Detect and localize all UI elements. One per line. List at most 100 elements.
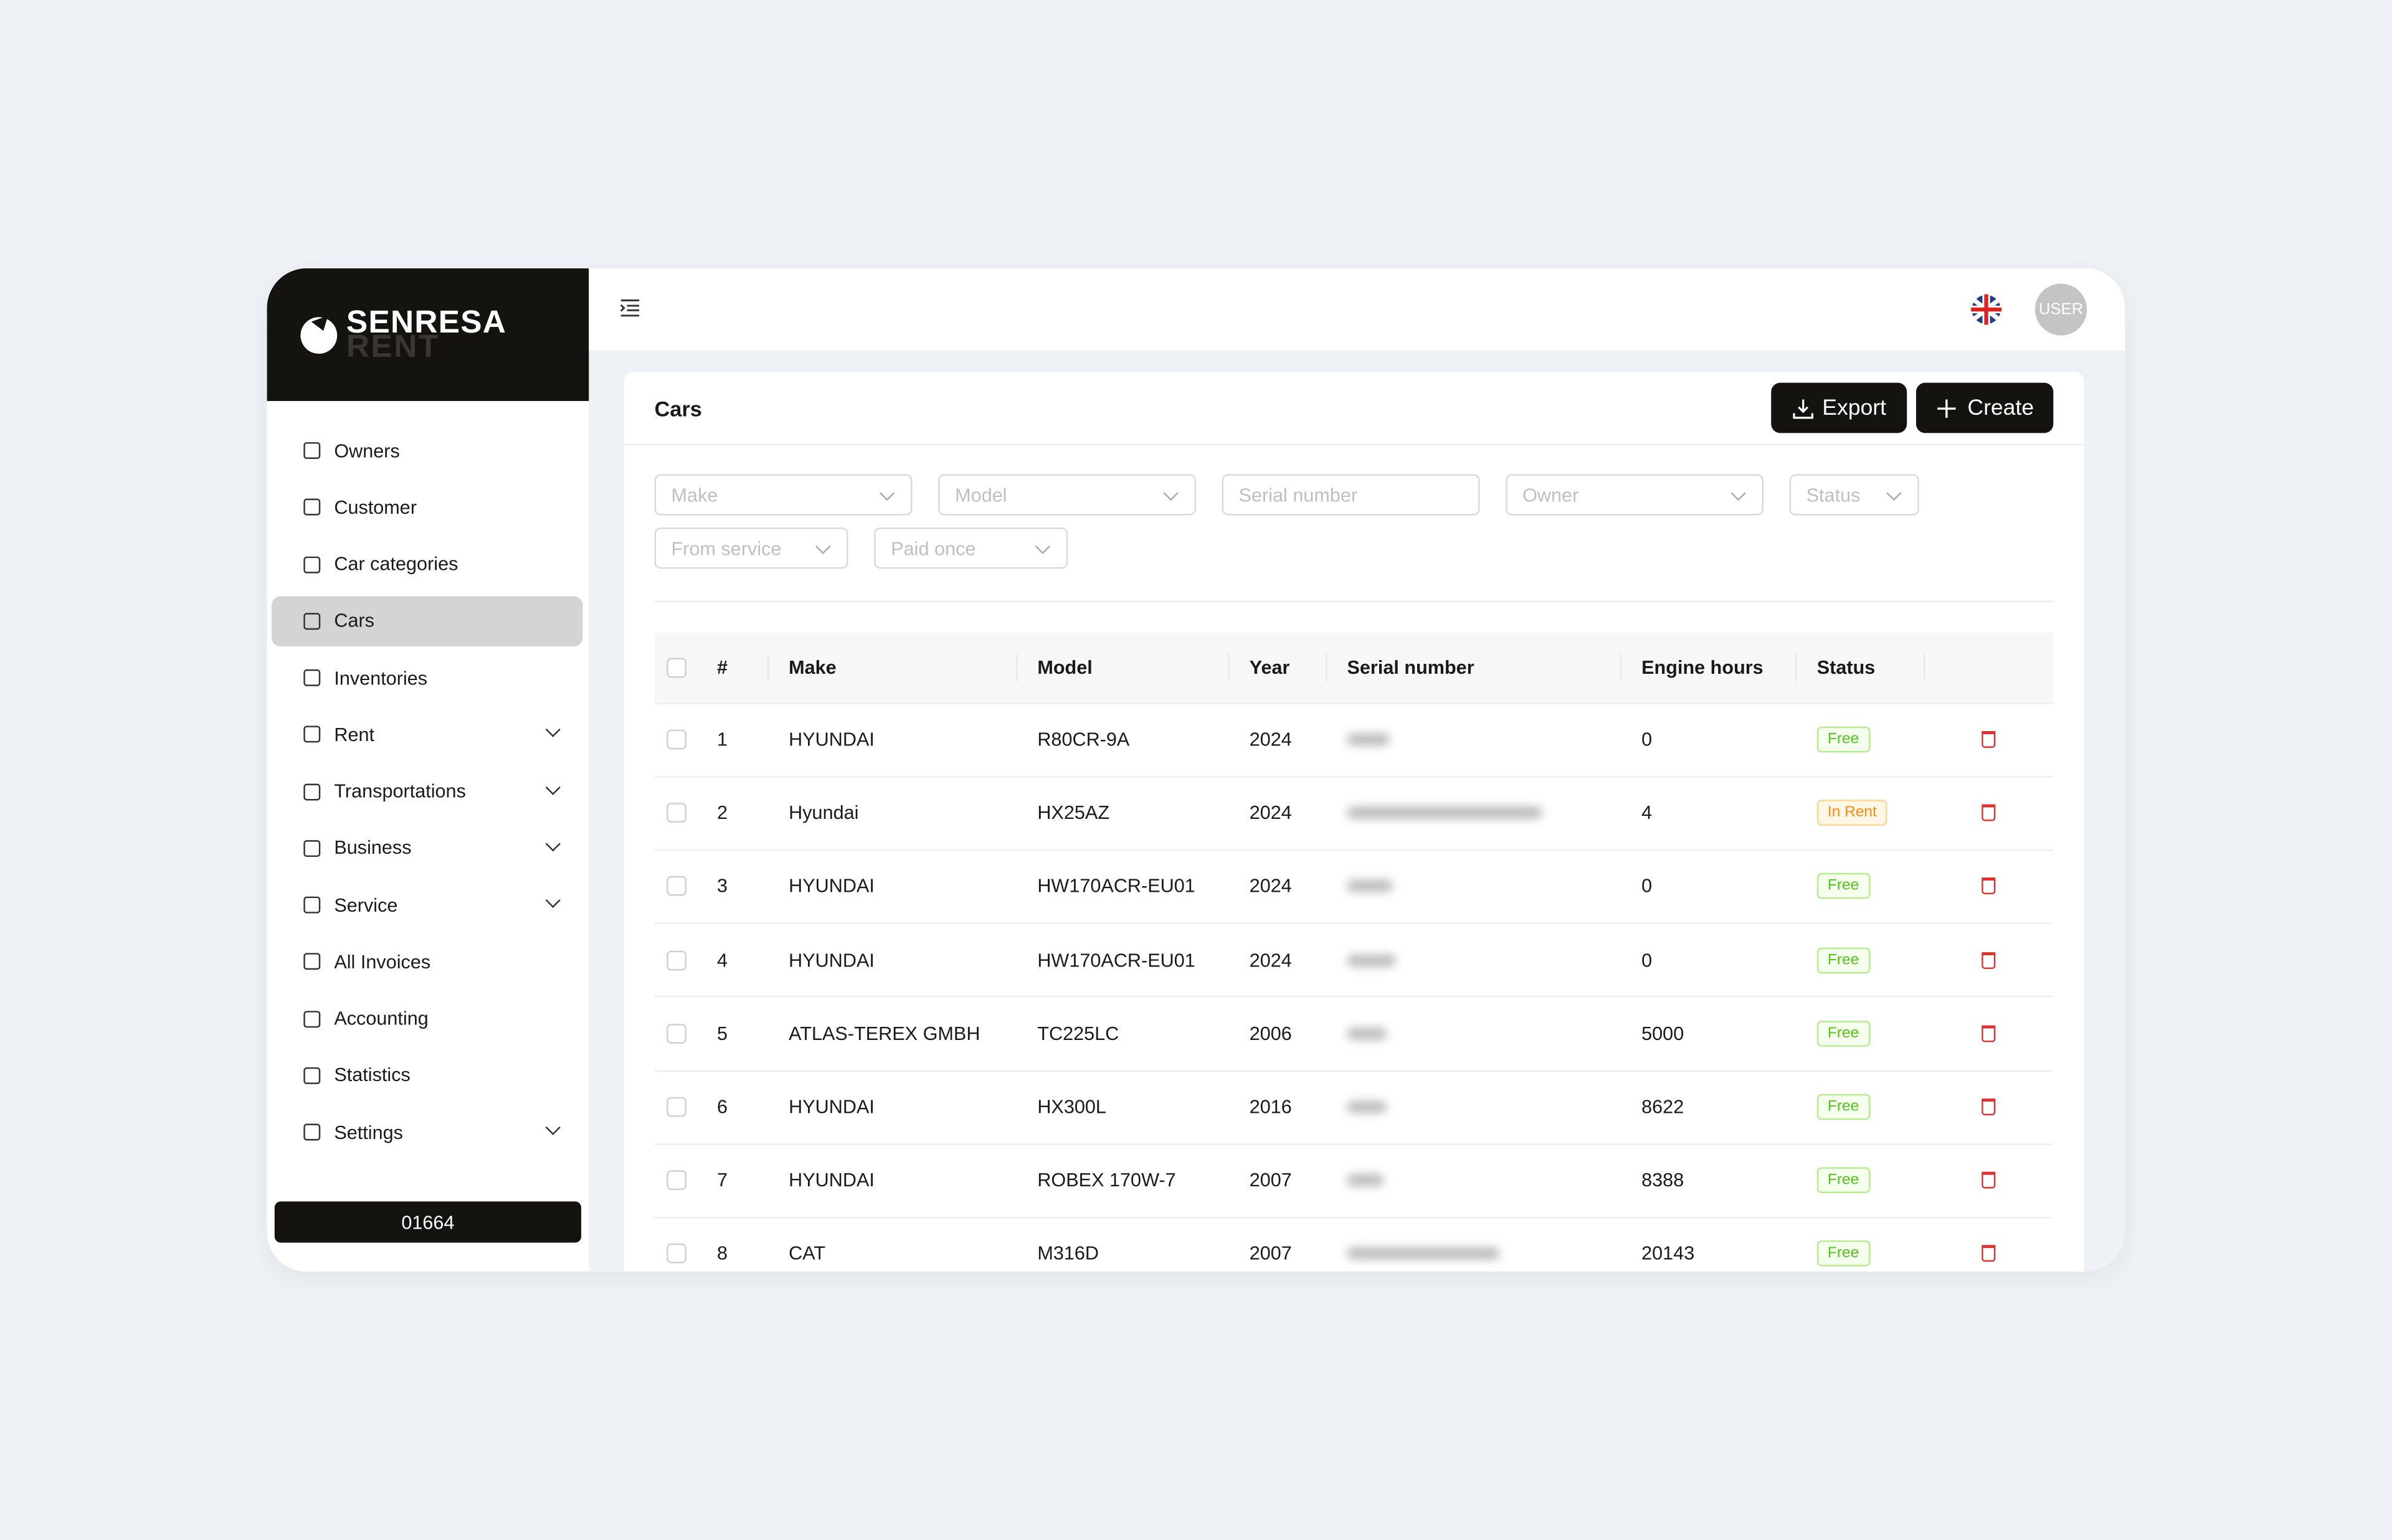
menu-item[interactable]: Owners [272,425,583,476]
status-tag: Free [1816,1167,1870,1194]
menu-item[interactable]: Service [272,880,583,930]
chevron [545,892,561,908]
delete-icon[interactable] [1981,1025,1996,1042]
menu-label: Owners [334,440,400,461]
delete-icon[interactable] [1981,1098,1996,1116]
cell: 2024 [1249,949,1292,971]
cell: 2006 [1249,1023,1292,1044]
dropdown-arrow [879,485,895,501]
delete-icon[interactable] [1981,878,1996,895]
row-checkbox[interactable] [667,803,687,823]
menu-item[interactable]: All Invoices [272,937,583,987]
delete-icon[interactable] [1981,1245,1996,1263]
cell: 0 [1641,729,1653,750]
delete-icon[interactable] [1981,731,1996,748]
menu-item[interactable]: Accounting [272,993,583,1044]
column-header: Model [1037,657,1093,679]
top-bar: USER [589,268,2125,351]
select-all[interactable] [667,658,687,678]
status-tag: In Rent [1816,800,1888,826]
cell: 1 [717,729,728,750]
filter[interactable]: Status [1789,474,1919,516]
serial-redacted [1347,806,1542,820]
logo-main: SENRESA [346,305,507,341]
menu-item[interactable]: Rent [272,709,583,760]
column-header: # [717,657,728,679]
filter[interactable]: Paid once [874,527,1068,569]
content-panel: Cars Export Create # Make Model Year Serial … [624,372,2084,1272]
menu-icon [303,499,321,516]
cell: HYUNDAI [789,1096,875,1118]
menu-label: Business [334,837,412,859]
create-label: Create [1967,395,2034,420]
user-avatar[interactable]: USER [2034,283,2087,336]
menu-item[interactable]: Settings [272,1107,583,1158]
menu-item[interactable]: Customer [272,482,583,532]
delete-icon[interactable] [1981,1172,1996,1189]
menu-icon [303,555,321,573]
row-checkbox[interactable] [667,1170,687,1191]
cell: 2007 [1249,1243,1292,1265]
status-tag: Free [1816,1020,1870,1047]
delete-icon[interactable] [1981,952,1996,969]
row-divider [654,702,2054,704]
cell: 4 [1641,802,1653,824]
column-divider [1326,654,1327,682]
export-button[interactable]: Export [1771,382,1907,433]
logo-icon [300,315,338,354]
filter-placeholder: Model [955,484,1007,506]
delete-icon[interactable] [1981,805,1996,821]
column-divider [1924,654,1925,682]
menu-item[interactable]: Inventories [272,653,583,703]
row-divider [654,1143,2054,1145]
row-checkbox[interactable] [667,876,687,897]
cell: TC225LC [1037,1023,1119,1044]
menu-item[interactable]: Car categories [272,539,583,590]
row-checkbox[interactable] [667,1023,687,1044]
collapse-icon[interactable] [619,299,640,317]
row-checkbox[interactable] [667,1097,687,1117]
row-checkbox[interactable] [667,950,687,970]
menu-label: Rent [334,724,374,745]
filter[interactable]: Owner [1506,474,1764,516]
cell: 2 [717,802,728,824]
dropdown-arrow [1730,485,1746,501]
cell: 2016 [1249,1096,1292,1118]
menu-label: Service [334,894,398,916]
cell: ATLAS-TEREX GMBH [789,1023,980,1044]
row-checkbox[interactable] [667,729,687,750]
filter[interactable]: Make [654,474,913,516]
row-divider [654,1069,2054,1072]
dropdown-arrow [1035,539,1051,554]
filter[interactable]: From service [654,527,848,569]
serial-redacted [1347,953,1396,966]
menu-item[interactable]: Statistics [272,1050,583,1100]
menu-item[interactable]: Cars [271,595,583,646]
menu-item[interactable]: Business [272,823,583,874]
column-divider [1795,654,1797,682]
menu-item[interactable]: Transportations [272,766,583,816]
column-header: Engine hours [1641,657,1763,679]
filter-placeholder: Status [1806,484,1861,506]
column-divider [1228,654,1230,682]
cell: ROBEX 170W-7 [1037,1169,1176,1191]
filter-placeholder: From service [671,537,782,559]
cell: 2024 [1249,876,1292,897]
export-label: Export [1822,395,1887,420]
serial-redacted [1347,1027,1387,1040]
footer-code[interactable]: 01664 [274,1201,582,1243]
cell: M316D [1037,1243,1099,1265]
status-tag: Free [1816,726,1870,753]
cell: 2007 [1249,1169,1292,1191]
menu-label: Car categories [334,553,458,575]
divider [624,443,2084,445]
row-checkbox[interactable] [667,1244,687,1264]
language-flag[interactable] [1971,294,2002,325]
menu-icon [303,1010,321,1027]
cell: 8622 [1641,1096,1684,1118]
serial-redacted [1347,1174,1384,1187]
filter[interactable]: Model [938,474,1197,516]
filter[interactable]: Serial number [1222,474,1480,516]
create-button[interactable]: Create [1915,382,2054,433]
